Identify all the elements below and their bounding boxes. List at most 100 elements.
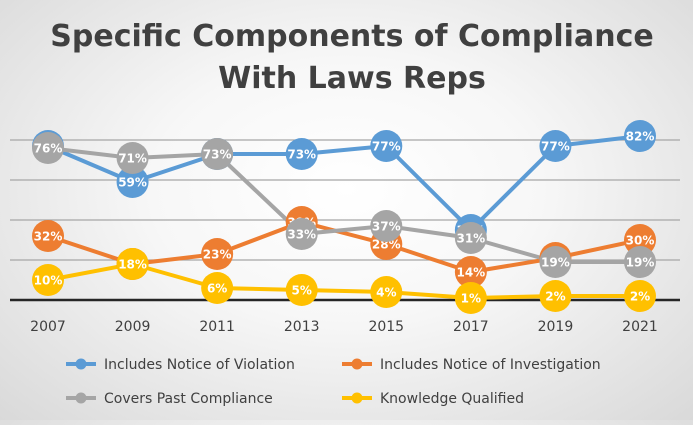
data-marker bbox=[539, 280, 572, 312]
legend-label: Includes Notice of Investigation bbox=[380, 357, 601, 373]
data-point-knowledge-qualified: 1% bbox=[454, 282, 487, 314]
data-marker bbox=[370, 210, 403, 242]
gridlines bbox=[10, 139, 680, 261]
data-marker bbox=[539, 130, 572, 162]
data-label: 1% bbox=[461, 292, 481, 306]
data-point-includes-notice-of-violation: 82% bbox=[624, 120, 656, 152]
data-marker bbox=[32, 132, 64, 164]
legend-marker bbox=[351, 392, 363, 404]
data-label: 73% bbox=[203, 148, 232, 162]
data-label: 18% bbox=[118, 258, 147, 272]
data-label: 37% bbox=[372, 220, 401, 234]
data-label: 10% bbox=[34, 274, 63, 288]
data-marker bbox=[285, 274, 318, 306]
data-marker bbox=[624, 224, 656, 256]
x-tick-label: 2015 bbox=[368, 319, 404, 335]
data-point-includes-notice-of-investigation: 23% bbox=[201, 238, 234, 270]
chart-title-line-2: With Laws Reps bbox=[218, 61, 486, 96]
data-point-includes-notice-of-investigation: 30% bbox=[624, 224, 656, 256]
legend: Includes Notice of Violation Includes Not… bbox=[66, 357, 601, 407]
data-marker bbox=[201, 238, 234, 270]
data-label: 2% bbox=[630, 290, 650, 304]
data-marker bbox=[624, 120, 656, 152]
data-point-covers-past-compliance: 19% bbox=[539, 246, 572, 278]
data-label: 2% bbox=[545, 290, 565, 304]
data-marker bbox=[454, 282, 487, 314]
data-point-knowledge-qualified: 4% bbox=[370, 276, 403, 308]
legend-label: Includes Notice of Violation bbox=[104, 357, 295, 373]
chart-title-line-1: Specific Components of Compliance bbox=[50, 19, 653, 54]
data-label: 77% bbox=[372, 140, 401, 154]
data-marker bbox=[116, 142, 149, 174]
data-marker bbox=[454, 256, 487, 288]
data-point-knowledge-qualified: 5% bbox=[285, 274, 318, 306]
legend-item: Includes Notice of Violation bbox=[66, 357, 295, 373]
x-tick-label: 2007 bbox=[30, 319, 66, 335]
plot-area: 77%59%73%73%77%35%77%82%32%18%23%39%28%1… bbox=[32, 120, 656, 314]
x-tick-label: 2019 bbox=[538, 319, 574, 335]
data-point-covers-past-compliance: 31% bbox=[454, 222, 487, 254]
x-tick-label: 2013 bbox=[284, 319, 320, 335]
data-label: 14% bbox=[456, 266, 485, 280]
data-label: 32% bbox=[34, 230, 63, 244]
data-label: 31% bbox=[456, 232, 485, 246]
data-point-covers-past-compliance: 73% bbox=[201, 138, 234, 170]
x-tick-label: 2021 bbox=[622, 319, 658, 335]
data-label: 19% bbox=[541, 256, 570, 270]
data-point-covers-past-compliance: 76% bbox=[32, 132, 64, 164]
data-marker bbox=[116, 166, 149, 198]
data-label: 76% bbox=[34, 142, 63, 156]
x-axis: 2007 2009 2011 2013 2015 2017 2019 2021 bbox=[10, 298, 680, 335]
data-point-covers-past-compliance: 33% bbox=[285, 218, 318, 250]
data-point-includes-notice-of-violation: 59% bbox=[116, 166, 149, 198]
data-marker bbox=[624, 280, 656, 312]
data-label: 28% bbox=[372, 238, 401, 252]
data-marker bbox=[32, 220, 64, 252]
data-point-knowledge-qualified: 2% bbox=[624, 280, 656, 312]
data-point-covers-past-compliance: 71% bbox=[116, 142, 149, 174]
series-markers: 77%59%73%73%77%35%77%82%32%18%23%39%28%1… bbox=[32, 120, 656, 314]
data-label: 33% bbox=[287, 228, 316, 242]
data-marker bbox=[624, 246, 656, 278]
data-marker bbox=[201, 272, 234, 304]
legend-item: Knowledge Qualified bbox=[342, 391, 524, 407]
data-label: 73% bbox=[287, 148, 316, 162]
data-label: 30% bbox=[626, 234, 655, 248]
data-point-covers-past-compliance: 37% bbox=[370, 210, 403, 242]
data-point-knowledge-qualified: 18% bbox=[116, 248, 149, 280]
data-marker bbox=[285, 218, 318, 250]
legend-item: Includes Notice of Investigation bbox=[342, 357, 601, 373]
data-marker bbox=[116, 248, 149, 280]
data-point-knowledge-qualified: 2% bbox=[539, 280, 572, 312]
data-marker bbox=[454, 222, 487, 254]
data-marker bbox=[370, 276, 403, 308]
x-tick-label: 2009 bbox=[115, 319, 151, 335]
legend-marker bbox=[75, 392, 87, 404]
legend-label: Covers Past Compliance bbox=[104, 391, 273, 407]
legend-marker bbox=[75, 358, 87, 370]
data-label: 59% bbox=[118, 176, 147, 190]
data-label: 19% bbox=[626, 256, 655, 270]
data-point-includes-notice-of-violation: 77% bbox=[539, 130, 572, 162]
data-marker bbox=[370, 130, 403, 162]
data-point-includes-notice-of-violation: 73% bbox=[285, 138, 318, 170]
data-label: 77% bbox=[541, 140, 570, 154]
data-label: 71% bbox=[118, 152, 147, 166]
legend-marker bbox=[351, 358, 363, 370]
data-point-includes-notice-of-investigation: 14% bbox=[454, 256, 487, 288]
data-label: 5% bbox=[292, 284, 312, 298]
legend-item: Covers Past Compliance bbox=[66, 391, 273, 407]
legend-label: Knowledge Qualified bbox=[380, 391, 524, 407]
data-marker bbox=[32, 264, 64, 296]
data-label: 23% bbox=[203, 248, 232, 262]
data-label: 4% bbox=[376, 286, 396, 300]
data-point-covers-past-compliance: 19% bbox=[624, 246, 656, 278]
data-point-includes-notice-of-violation: 77% bbox=[370, 130, 403, 162]
data-point-knowledge-qualified: 6% bbox=[201, 272, 234, 304]
data-label: 6% bbox=[207, 282, 227, 296]
data-marker bbox=[201, 138, 234, 170]
x-tick-label: 2017 bbox=[453, 319, 489, 335]
x-tick-label: 2011 bbox=[199, 319, 235, 335]
